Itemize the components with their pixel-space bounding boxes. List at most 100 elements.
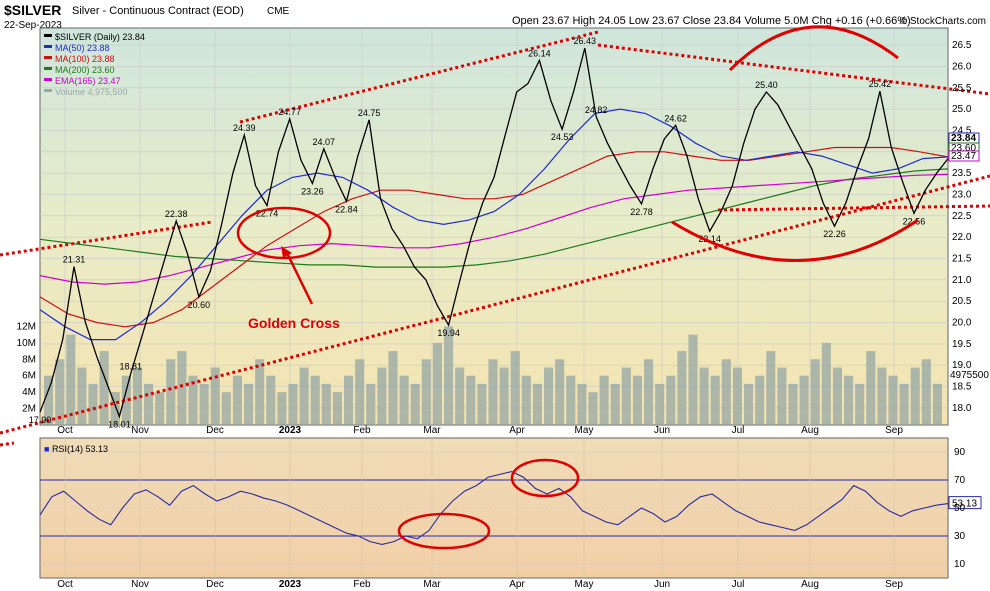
volume-bar (832, 367, 842, 425)
volume-bar (932, 383, 942, 425)
legend-swatch (44, 78, 52, 81)
volume-bar (766, 351, 776, 425)
volume-tick-label: 8M (22, 354, 36, 365)
price-annotation: 19.94 (437, 328, 460, 338)
y-tick-label: 20.0 (952, 318, 972, 329)
volume-bar (177, 351, 187, 425)
x-tick-label-bottom: Oct (57, 579, 73, 590)
volume-bar (88, 383, 98, 425)
volume-bar (155, 392, 165, 425)
volume-bar (499, 367, 509, 425)
ma200-line (39, 168, 949, 268)
price-annotation: 22.78 (630, 207, 653, 217)
y-tick-label: 23.5 (952, 168, 972, 179)
x-tick-label-bottom: 2023 (279, 579, 302, 590)
x-tick-label: May (575, 425, 594, 436)
volume-bar (344, 375, 354, 425)
volume-bar (799, 375, 809, 425)
trendlines (0, 30, 990, 447)
volume-bar (121, 375, 131, 425)
volume-tick-label: 12M (17, 321, 36, 332)
volume-bar (99, 351, 109, 425)
volume-bar (577, 383, 587, 425)
volume-bar (677, 351, 687, 425)
x-tick-label-bottom: Jul (732, 579, 745, 590)
volume-bar (621, 367, 631, 425)
right-value-label: 23.47 (951, 151, 976, 162)
x-tick-label: Apr (509, 425, 525, 436)
volume-bar (244, 383, 254, 425)
y-tick-label: 20.5 (952, 296, 972, 307)
volume-bar (899, 383, 909, 425)
y-tick-label: 18.0 (952, 403, 972, 414)
x-tick-label-bottom: May (575, 579, 594, 590)
volume-bar (588, 392, 598, 425)
volume-tick-label: 6M (22, 371, 36, 382)
volume-bar (777, 367, 787, 425)
rsi-tick-label: 70 (954, 475, 966, 486)
volume-bar (644, 359, 654, 425)
volume-bar (166, 359, 176, 425)
ohlc-label: Open 23.67 High 24.05 Low 23.67 Close 23… (512, 15, 911, 27)
y-tick-label: 26.0 (952, 61, 972, 72)
rsi-tick-label: 10 (954, 559, 966, 570)
rsi-legend: ■ RSI(14) 53.13 (44, 444, 108, 454)
price-annotation: 22.74 (256, 209, 279, 219)
volume-bar (866, 351, 876, 425)
golden-cross-circle (236, 206, 332, 260)
x-tick-label-bottom: Feb (353, 579, 371, 590)
volume-bar (488, 359, 498, 425)
y-tick-label: 22.0 (952, 232, 972, 243)
title-label: Silver - Continuous Contract (EOD) (72, 5, 244, 17)
volume-bar (521, 375, 531, 425)
legend-entry: MA(100) 23.88 (55, 54, 115, 64)
price-annotation: 25.42 (869, 79, 892, 89)
volume-bar (66, 334, 76, 425)
price-annotation: 24.62 (664, 113, 687, 123)
right-label-box (948, 150, 980, 162)
volume-bar (710, 375, 720, 425)
volume-bar (444, 326, 454, 425)
y-tick-label: 18.5 (952, 382, 972, 393)
bottom-arc (671, 218, 919, 262)
price-annotation: 22.14 (698, 234, 721, 244)
price-series-line (39, 47, 949, 419)
volume-bar (377, 367, 387, 425)
price-line (39, 47, 949, 419)
price-annotation: 22.38 (165, 209, 188, 219)
y-tick-label: 21.5 (952, 254, 972, 265)
volume-bar (277, 392, 287, 425)
x-tick-label: Aug (801, 425, 819, 436)
volume-bar (144, 383, 154, 425)
volume-bar (721, 359, 731, 425)
y-tick-label: 24.5 (952, 125, 972, 136)
rsi-oversold-circle (397, 512, 491, 550)
ma100-line (39, 146, 949, 328)
price-annotation: 23.26 (301, 186, 324, 196)
y-tick-label: 25.5 (952, 83, 972, 94)
y-tick-label: 19.0 (952, 360, 972, 371)
date-label: 22-Sep-2023 (4, 20, 62, 31)
upper-resistance-trendline (239, 30, 599, 124)
volume-bar (232, 375, 242, 425)
legend-entry: Volume 4,975,500 (55, 87, 128, 97)
volume-bar (399, 375, 409, 425)
legend-entry: MA(200) 23.60 (55, 65, 115, 75)
volume-bar (221, 392, 231, 425)
volume-bar (310, 375, 320, 425)
legend-entry: MA(50) 23.88 (55, 43, 110, 53)
volume-bar (544, 367, 554, 425)
golden-cross-label: Golden Cross (248, 315, 340, 331)
volume-bar (666, 375, 676, 425)
volume-bar (77, 367, 87, 425)
y-tick-label: 23.0 (952, 189, 972, 200)
x-axis-ticks: Oct Oct Nov Nov Dec Dec 2023 2023 Feb Feb Mar Mar Ap… (57, 425, 903, 590)
x-tick-label-bottom: Apr (509, 579, 525, 590)
exchange-label: CME (267, 6, 290, 17)
rsi-grid (40, 438, 948, 578)
volume-bar (132, 367, 142, 425)
volume-bar (755, 375, 765, 425)
volume-bar (288, 383, 298, 425)
volume-bar (788, 383, 798, 425)
